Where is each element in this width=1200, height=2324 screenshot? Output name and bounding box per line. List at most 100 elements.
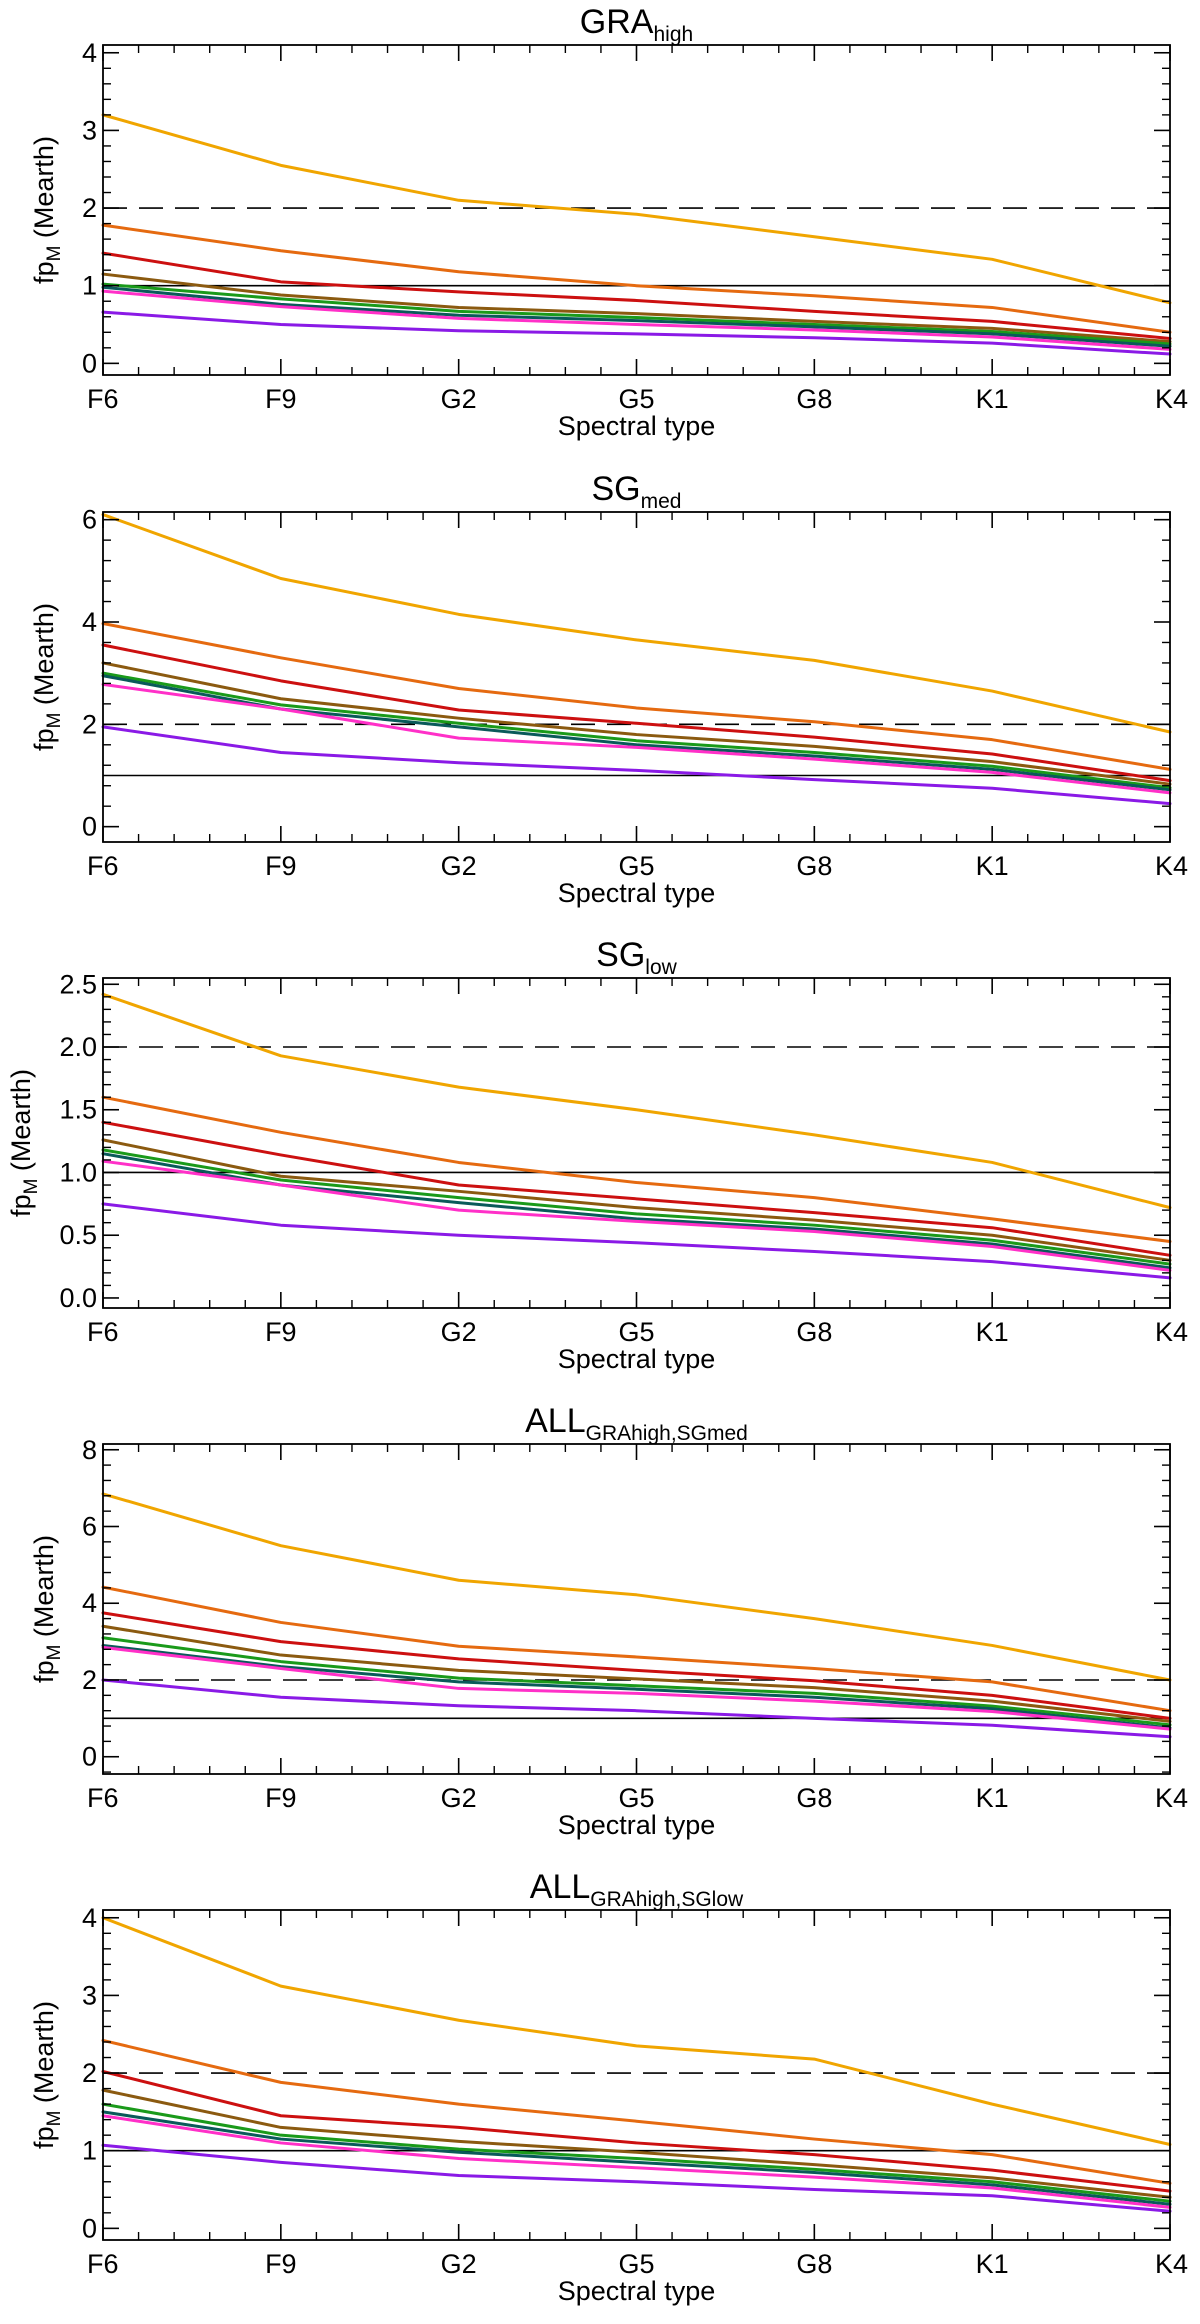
x-tick-label: G8 bbox=[796, 1317, 832, 1347]
chart-title-subscript: low bbox=[645, 956, 677, 979]
x-tick-label: G2 bbox=[441, 384, 477, 414]
x-axis-label: Spectral type bbox=[558, 1344, 716, 1374]
x-tick-label: G5 bbox=[618, 2249, 654, 2279]
chart-title: SGlow bbox=[596, 936, 677, 979]
y-tick-label: 0 bbox=[82, 2213, 97, 2243]
series-line-7 bbox=[101, 1645, 1172, 1731]
series-line-2 bbox=[101, 223, 1172, 334]
y-tick-label: 4 bbox=[82, 38, 97, 68]
series-line-1 bbox=[101, 992, 1172, 1210]
series-line-8 bbox=[101, 725, 1172, 806]
y-axis-label-unit: (Mearth) bbox=[29, 2001, 59, 2111]
y-tick-label: 0.0 bbox=[59, 1283, 97, 1313]
y-tick-label: 0 bbox=[82, 348, 97, 378]
y-tick-label: 2 bbox=[82, 193, 97, 223]
x-tick-label: K4 bbox=[1155, 2249, 1188, 2279]
y-axis-label-subscript: M bbox=[44, 246, 65, 262]
x-axis-label: Spectral type bbox=[558, 878, 716, 908]
x-tick-label: G2 bbox=[441, 1783, 477, 1813]
series-line-4 bbox=[101, 1138, 1172, 1262]
chart-panel-1: GRAhigh F6 F9 G2 G5 G8 K1 K4 0 1 2 3 4 Spectral type f… bbox=[29, 3, 1188, 441]
y-axis-label-subscript: M bbox=[44, 2111, 65, 2127]
y-axis-label-main: fp bbox=[29, 1660, 59, 1683]
series-line-5 bbox=[101, 2102, 1172, 2203]
series-line-2 bbox=[101, 2038, 1172, 2185]
y-axis-label-unit: (Mearth) bbox=[29, 603, 59, 713]
series-line-3 bbox=[101, 2070, 1172, 2193]
y-tick-label: 1.0 bbox=[59, 1157, 97, 1187]
series-line-5 bbox=[101, 282, 1172, 346]
series-line-7 bbox=[101, 2114, 1172, 2209]
chart-title-subscript: med bbox=[641, 490, 682, 513]
x-tick-label: F6 bbox=[87, 851, 119, 881]
x-tick-label: G5 bbox=[618, 1783, 654, 1813]
x-tick-label: K1 bbox=[976, 851, 1009, 881]
x-tick-label: K4 bbox=[1155, 851, 1188, 881]
x-tick-label: G8 bbox=[796, 2249, 832, 2279]
chart-title-main: GRA bbox=[580, 3, 654, 41]
y-axis-label-subscript: M bbox=[44, 713, 65, 729]
x-tick-label: K4 bbox=[1155, 384, 1188, 414]
y-tick-label: 8 bbox=[82, 1435, 97, 1465]
chart-title-main: ALL bbox=[530, 1868, 591, 1906]
y-axis-label-subscript: M bbox=[21, 1179, 42, 1195]
series-line-4 bbox=[101, 2088, 1172, 2199]
chart-title-main: SG bbox=[592, 470, 641, 508]
series-line-3 bbox=[101, 251, 1172, 341]
series-line-8 bbox=[101, 1202, 1172, 1280]
y-tick-label: 4 bbox=[82, 1588, 97, 1618]
chart-title-subscript: GRAhigh,SGmed bbox=[586, 1422, 748, 1445]
series-line-3 bbox=[101, 1611, 1172, 1720]
series-line-5 bbox=[101, 1636, 1172, 1727]
x-axis-label: Spectral type bbox=[558, 411, 716, 441]
series-line-8 bbox=[101, 1678, 1172, 1739]
x-tick-label: F6 bbox=[87, 2249, 119, 2279]
y-tick-label: 4 bbox=[82, 607, 97, 637]
series-line-8 bbox=[101, 2143, 1172, 2213]
chart-title-subscript: GRAhigh,SGlow bbox=[590, 1888, 744, 1911]
x-axis-label: Spectral type bbox=[558, 2276, 716, 2306]
y-tick-label: 2.5 bbox=[59, 969, 97, 999]
x-tick-label: G2 bbox=[441, 1317, 477, 1347]
x-tick-label: G5 bbox=[618, 1317, 654, 1347]
x-tick-label: K1 bbox=[976, 1317, 1009, 1347]
x-tick-label: F9 bbox=[265, 1783, 297, 1813]
chart-title-subscript: high bbox=[653, 23, 693, 46]
chart-title-main: ALL bbox=[525, 1402, 586, 1440]
y-axis-label-unit: (Mearth) bbox=[29, 1535, 59, 1645]
x-tick-label: F9 bbox=[265, 1317, 297, 1347]
y-tick-label: 2 bbox=[82, 2058, 97, 2088]
x-tick-label: G8 bbox=[796, 851, 832, 881]
chart-title-main: SG bbox=[596, 936, 645, 974]
x-tick-label: F6 bbox=[87, 1783, 119, 1813]
x-tick-label: F6 bbox=[87, 1317, 119, 1347]
series-line-4 bbox=[101, 1624, 1172, 1723]
series-line-5 bbox=[101, 671, 1172, 790]
series-line-2 bbox=[101, 1585, 1172, 1713]
x-tick-label: G5 bbox=[618, 384, 654, 414]
x-tick-label: G2 bbox=[441, 2249, 477, 2279]
y-axis-label-subscript: M bbox=[44, 1645, 65, 1661]
x-tick-label: F9 bbox=[265, 2249, 297, 2279]
y-axis-label-main: fp bbox=[29, 728, 59, 751]
series-line-1 bbox=[101, 1916, 1172, 2146]
chart-panel-2: SGmed F6 F9 G2 G5 G8 K1 K4 0 2 4 6 Spectral type fpM … bbox=[29, 470, 1188, 908]
series-line-4 bbox=[101, 661, 1172, 786]
y-tick-label: 2 bbox=[82, 1665, 97, 1695]
series-line-3 bbox=[101, 643, 1172, 783]
y-tick-label: 0 bbox=[82, 1742, 97, 1772]
chart-title: SGmed bbox=[592, 470, 682, 513]
series-line-6 bbox=[101, 285, 1172, 348]
chart-title: GRAhigh bbox=[580, 3, 693, 46]
x-tick-label: K1 bbox=[976, 1783, 1009, 1813]
series-line-8 bbox=[101, 310, 1172, 356]
y-tick-label: 3 bbox=[82, 1980, 97, 2010]
y-tick-label: 1 bbox=[82, 271, 97, 301]
chart-title: ALLGRAhigh,SGmed bbox=[525, 1402, 748, 1445]
x-axis-label: Spectral type bbox=[558, 1810, 716, 1840]
y-tick-label: 1.5 bbox=[59, 1095, 97, 1125]
y-tick-label: 4 bbox=[82, 1903, 97, 1933]
y-tick-label: 2 bbox=[82, 709, 97, 739]
y-tick-label: 6 bbox=[82, 1512, 97, 1542]
